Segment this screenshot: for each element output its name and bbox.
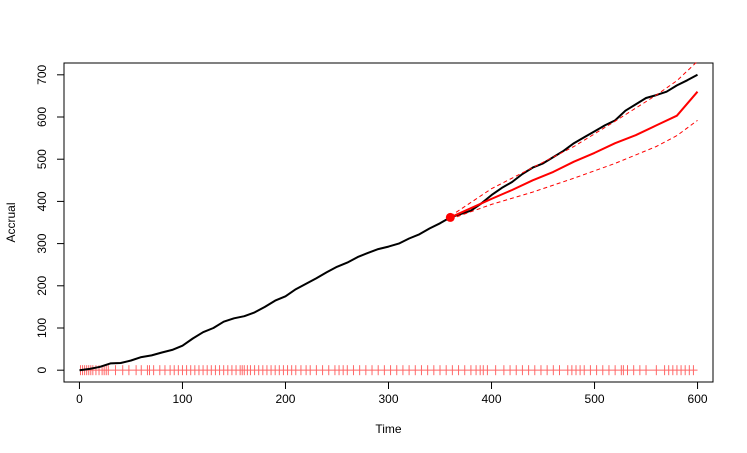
plot-frame — [63, 62, 714, 383]
y-axis: 0 100 200 300 400 500 600 700 — [35, 64, 65, 374]
y-axis-title: Accrual — [4, 202, 18, 242]
x-tick-label: 500 — [585, 392, 605, 406]
x-tick-label: 300 — [378, 392, 398, 406]
rug-marks — [79, 365, 698, 376]
x-tick-label: 600 — [688, 392, 708, 406]
bound-line-3 — [450, 119, 698, 220]
bound-line-2 — [450, 60, 698, 217]
highlight-points — [445, 212, 455, 222]
y-tick-label: 600 — [35, 107, 49, 127]
current-accrual-point — [445, 212, 455, 222]
y-tick-label: 200 — [35, 275, 49, 295]
x-axis: 0 100 200 300 400 500 600 — [76, 381, 708, 406]
y-tick-label: 500 — [35, 149, 49, 169]
x-tick-label: 0 — [76, 392, 83, 406]
series-lines — [79, 60, 699, 372]
y-tick-label: 100 — [35, 318, 49, 338]
x-tick-label: 400 — [482, 392, 502, 406]
series-line-1 — [449, 91, 699, 219]
x-tick-label: 200 — [275, 392, 295, 406]
x-tick-label: 100 — [172, 392, 192, 406]
y-tick-label: 400 — [35, 191, 49, 211]
series-line-0 — [79, 73, 698, 372]
y-tick-label: 0 — [35, 367, 49, 374]
x-axis-title: Time — [375, 422, 402, 436]
y-tick-label: 300 — [35, 233, 49, 253]
y-tick-label: 700 — [35, 64, 49, 84]
